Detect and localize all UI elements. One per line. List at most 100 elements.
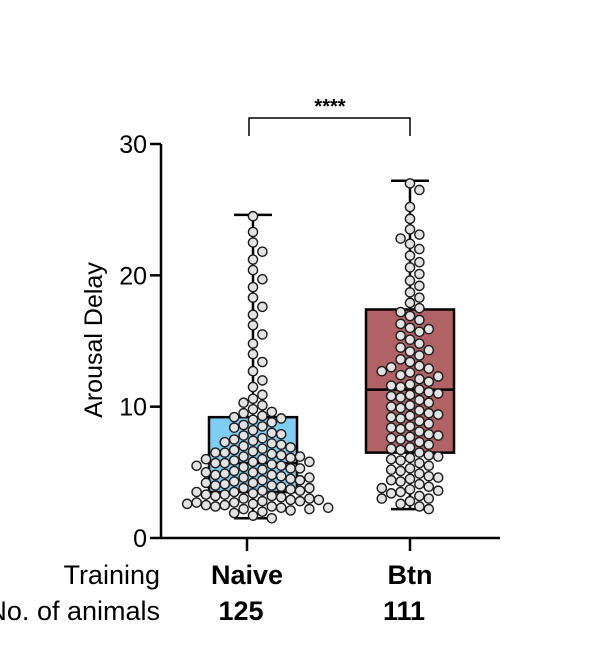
data-point-btn [395, 434, 406, 445]
data-point-btn [414, 478, 425, 490]
data-point-naive [247, 210, 259, 222]
data-point-naive [257, 375, 268, 386]
data-point-naive [228, 411, 240, 423]
data-point-btn [404, 463, 416, 474]
data-point-naive [238, 482, 249, 494]
data-point-naive [238, 430, 249, 441]
data-point-btn [385, 361, 397, 373]
data-point-btn [423, 418, 435, 430]
data-point-naive [238, 461, 249, 473]
data-point-btn [414, 229, 425, 240]
data-point-naive [210, 457, 221, 469]
data-point-btn [423, 323, 435, 335]
data-point-naive [247, 381, 259, 393]
data-point-naive [257, 506, 268, 518]
data-point-naive [266, 438, 278, 449]
animals-row-label: No. of animals [0, 596, 160, 626]
data-point-naive [285, 452, 296, 464]
data-point-naive [247, 456, 259, 468]
data-point-btn [404, 275, 416, 286]
data-point-btn [395, 381, 406, 393]
data-point-btn [432, 430, 444, 441]
data-point-naive [266, 480, 278, 491]
data-point-btn [404, 410, 416, 422]
data-point-naive [304, 503, 315, 515]
data-point-naive [257, 329, 268, 340]
data-point-naive [191, 486, 202, 498]
data-point-naive [257, 453, 268, 465]
data-point-naive [247, 488, 259, 499]
data-point-btn [385, 464, 397, 476]
data-point-naive [238, 440, 249, 452]
data-point-btn [423, 344, 435, 356]
data-point-btn [432, 409, 444, 420]
data-point-naive [275, 413, 287, 424]
category-label-naive: Naive [211, 560, 283, 590]
data-point-btn [414, 268, 425, 280]
data-point-btn [414, 447, 425, 458]
data-point-btn [414, 501, 425, 512]
data-point-btn [423, 428, 435, 440]
data-point-btn [432, 472, 444, 483]
data-point-naive [219, 499, 231, 511]
data-point-btn [395, 402, 406, 414]
data-point-naive [257, 301, 268, 313]
data-point-btn [404, 262, 416, 273]
y-ticks: 0 10 20 30 [119, 131, 161, 553]
data-point-naive [304, 482, 315, 494]
data-point-naive [210, 480, 221, 491]
data-point-btn [414, 292, 425, 303]
data-point-btn [423, 407, 435, 419]
data-point-naive [257, 356, 268, 368]
data-point-naive [219, 478, 231, 490]
data-point-naive [285, 484, 296, 495]
data-point-naive [304, 456, 315, 468]
data-point-naive [228, 455, 240, 466]
data-point-naive [228, 497, 240, 508]
data-point-naive [200, 453, 212, 465]
data-point-btn [404, 213, 416, 225]
x-axis [161, 536, 500, 551]
data-point-naive [228, 422, 240, 433]
data-point-naive [238, 397, 249, 409]
y-axis: 0 10 20 30 Arousal Delay [80, 131, 163, 553]
data-point-btn [432, 371, 444, 382]
data-point-btn [414, 243, 425, 255]
data-point-btn [404, 431, 416, 443]
data-point-btn [414, 302, 425, 314]
significance-label: **** [314, 96, 345, 118]
data-point-btn [395, 369, 406, 381]
data-point-naive [275, 481, 287, 493]
data-point-naive [228, 486, 240, 498]
data-point-btn [414, 350, 425, 361]
data-point-btn [414, 415, 425, 427]
data-point-naive [257, 421, 268, 432]
data-point-btn [404, 334, 416, 345]
data-point-naive [238, 407, 249, 419]
data-point-naive [247, 338, 259, 349]
data-point-btn [395, 486, 406, 498]
data-points [181, 178, 444, 524]
data-point-btn [423, 460, 435, 472]
data-point-btn [432, 485, 444, 497]
data-point-naive [304, 493, 315, 504]
data-point-btn [404, 224, 416, 235]
data-point-naive [247, 319, 259, 331]
data-point-naive [219, 489, 231, 500]
data-point-naive [266, 427, 278, 439]
data-point-naive [294, 463, 306, 474]
data-point-naive [228, 465, 240, 477]
data-point-btn [385, 443, 397, 454]
data-point-btn [423, 493, 435, 504]
data-point-naive [275, 439, 287, 451]
data-point-naive [257, 485, 268, 497]
data-point-btn [376, 482, 388, 494]
data-point-naive [238, 493, 249, 504]
n-label-naive: 125 [218, 596, 263, 626]
data-point-btn [395, 306, 406, 318]
data-point-naive [219, 468, 231, 479]
data-point-btn [414, 314, 425, 326]
data-point-naive [247, 425, 259, 436]
data-point-btn [404, 484, 416, 495]
data-point-naive [247, 226, 259, 238]
